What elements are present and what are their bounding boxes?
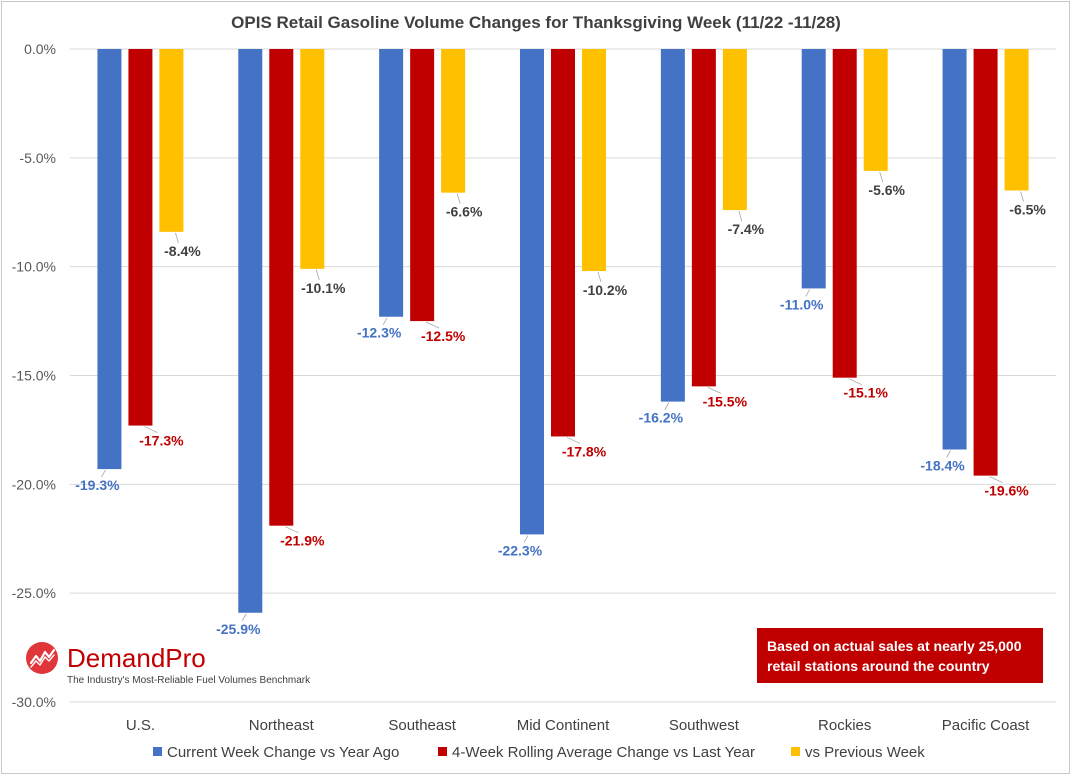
y-tick-label: -5.0% xyxy=(19,150,56,166)
data-label-leader xyxy=(879,171,884,183)
bar xyxy=(238,49,263,613)
data-label: -16.2% xyxy=(639,410,684,426)
bar xyxy=(269,49,294,526)
data-label: -18.4% xyxy=(920,458,965,474)
data-label: -12.5% xyxy=(421,328,466,344)
data-label-leader xyxy=(738,210,743,222)
data-label: -22.3% xyxy=(498,542,543,558)
bar xyxy=(973,49,998,476)
bar xyxy=(660,49,685,402)
data-label-leader xyxy=(707,387,722,394)
x-category-label: U.S. xyxy=(126,717,155,734)
x-category-label: Southeast xyxy=(388,717,456,734)
chart-title: OPIS Retail Gasoline Volume Changes for … xyxy=(231,13,841,32)
data-label-leader xyxy=(456,193,461,204)
x-category-label: Northeast xyxy=(249,717,315,734)
note-line-2: retail stations around the country xyxy=(767,658,990,674)
data-label-leader xyxy=(523,535,529,543)
y-axis-ticks: 0.0% -5.0% -10.0% -15.0% -20.0% -25.0% -30.0% xyxy=(12,41,56,710)
y-tick-label: -15.0% xyxy=(12,368,56,384)
legend-label: vs Previous Week xyxy=(805,744,925,761)
data-label: -19.6% xyxy=(984,483,1029,499)
data-label: -17.3% xyxy=(139,433,184,449)
legend-swatch xyxy=(153,747,162,756)
x-category-label: Rockies xyxy=(818,717,871,734)
data-label: -15.1% xyxy=(844,385,889,401)
data-label-leader xyxy=(946,450,951,458)
data-label-leader xyxy=(382,317,388,325)
data-label: -21.9% xyxy=(280,533,325,549)
y-tick-label: -20.0% xyxy=(12,476,56,492)
data-label: -8.4% xyxy=(164,243,201,259)
data-label: -17.8% xyxy=(562,443,607,459)
logo-tagline: The Industry's Most-Reliable Fuel Volume… xyxy=(67,675,311,686)
data-label: -6.6% xyxy=(446,204,483,220)
bar xyxy=(1004,49,1029,191)
bar xyxy=(942,49,967,450)
data-labels: -19.3% -17.3% -8.4% -25.9% -21.9% -10.1% -12.3… xyxy=(75,171,1046,637)
bar xyxy=(410,49,435,322)
data-label-leader xyxy=(805,289,811,297)
legend: Current Week Change vs Year Ago 4-Week Ro… xyxy=(153,744,925,761)
bar xyxy=(582,49,606,272)
bar xyxy=(551,49,575,437)
legend-label: Current Week Change vs Year Ago xyxy=(167,744,399,761)
data-label: -5.6% xyxy=(868,182,905,198)
legend-swatch xyxy=(438,747,447,756)
legend-swatch xyxy=(791,747,800,756)
data-label-leader xyxy=(144,426,158,433)
y-tick-label: -10.0% xyxy=(12,259,56,275)
bar xyxy=(520,49,544,535)
data-label-leader xyxy=(989,476,1003,483)
bar xyxy=(379,49,404,317)
x-axis-categories: U.S. Northeast Southeast Mid Continent South… xyxy=(126,717,1030,734)
data-label: -11.0% xyxy=(780,296,824,312)
data-label: -10.1% xyxy=(301,280,346,296)
data-label-leader xyxy=(425,321,440,329)
data-label-leader xyxy=(285,526,299,534)
legend-label: 4-Week Rolling Average Change vs Last Ye… xyxy=(452,744,755,761)
bar xyxy=(722,49,747,211)
data-label-leader xyxy=(664,402,670,410)
y-tick-label: -30.0% xyxy=(12,694,56,710)
y-tick-label: -25.0% xyxy=(12,585,56,601)
data-label: -25.9% xyxy=(216,621,261,637)
bar xyxy=(441,49,466,193)
data-label: -19.3% xyxy=(75,477,120,493)
data-label: -15.5% xyxy=(703,393,748,409)
data-label-leader xyxy=(241,613,247,621)
data-label-leader xyxy=(1020,191,1024,202)
data-label: -6.5% xyxy=(1009,201,1046,217)
demandpro-logo-icon xyxy=(26,642,58,674)
bar xyxy=(300,49,325,269)
data-label-leader xyxy=(597,271,602,283)
data-label-leader xyxy=(175,232,179,243)
bar xyxy=(801,49,826,289)
data-label-leader xyxy=(566,437,581,444)
bar xyxy=(97,49,122,470)
bar xyxy=(691,49,716,387)
y-tick-label: 0.0% xyxy=(24,41,56,57)
note-box: Based on actual sales at nearly 25,000 r… xyxy=(757,628,1043,683)
bar xyxy=(159,49,184,232)
x-category-label: Pacific Coast xyxy=(942,717,1030,734)
x-category-label: Mid Continent xyxy=(517,717,610,734)
logo-name: DemandPro xyxy=(67,643,206,673)
data-label-leader xyxy=(101,469,106,478)
data-label: -10.2% xyxy=(583,282,628,298)
bar xyxy=(832,49,857,378)
data-label-leader xyxy=(848,378,862,386)
demandpro-logo: DemandPro The Industry's Most-Reliable F… xyxy=(25,641,345,691)
x-category-label: Southwest xyxy=(669,717,740,734)
data-label: -12.3% xyxy=(357,325,402,341)
bar xyxy=(128,49,153,426)
data-label-leader xyxy=(315,269,320,280)
bar xyxy=(863,49,888,171)
data-label: -7.4% xyxy=(728,221,765,237)
note-line-1: Based on actual sales at nearly 25,000 xyxy=(767,638,1022,654)
bars xyxy=(97,49,1029,613)
